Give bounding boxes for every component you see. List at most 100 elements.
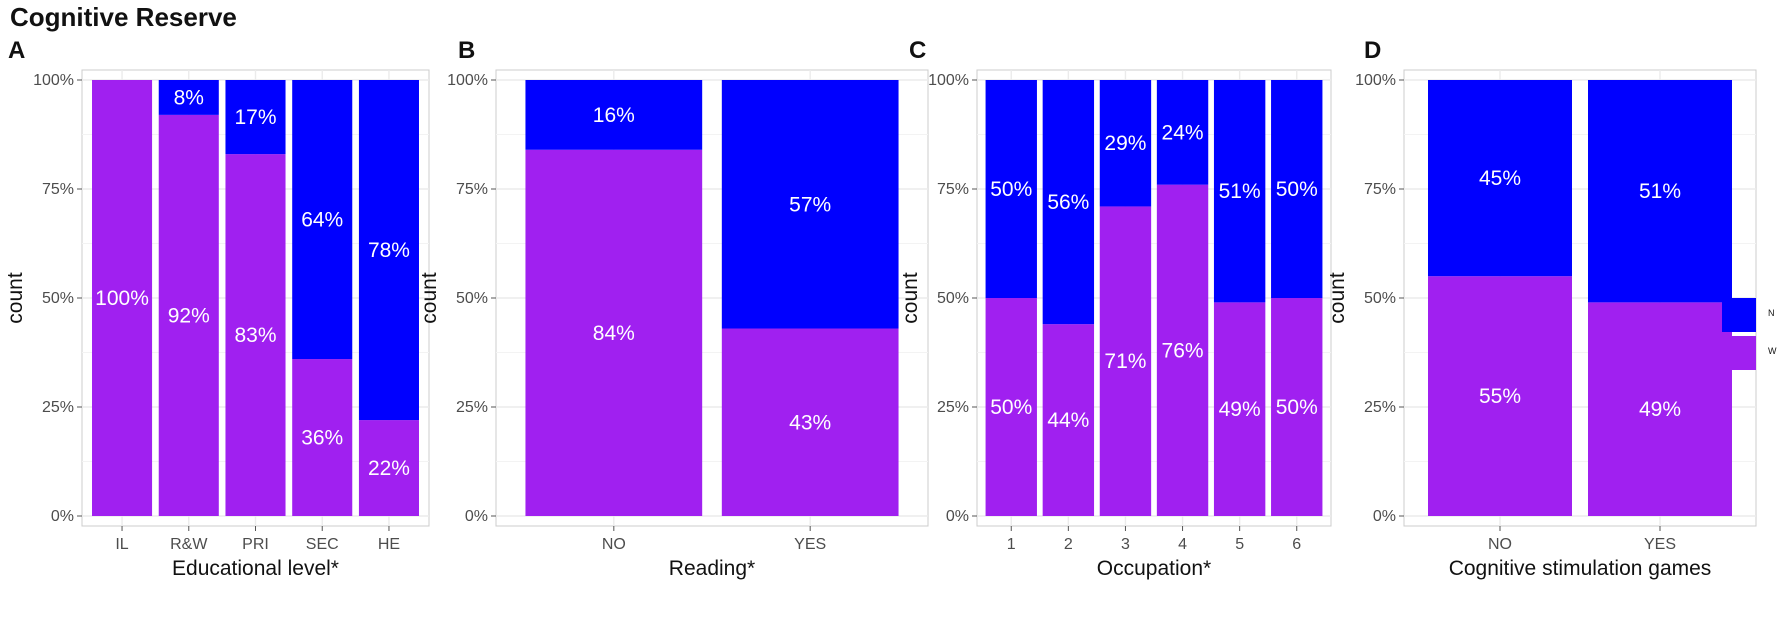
x-tick-label-6: 6 [1292, 536, 1301, 553]
data-label-n-1: 50% [990, 178, 1032, 201]
bar-n-sec [292, 80, 353, 360]
y-axis-title: count [1326, 272, 1349, 324]
legend-key-w [1722, 336, 1756, 370]
data-label-w-6: 50% [1276, 396, 1318, 419]
data-label-n-5: 51% [1219, 180, 1261, 203]
x-tick-label-il: IL [115, 536, 128, 553]
legend-key-n [1722, 298, 1756, 332]
legend-label-n: N [1768, 308, 1775, 318]
y-tick-label: 50% [1364, 290, 1396, 307]
y-tick-label: 75% [456, 181, 488, 198]
bar-n-3 [1099, 80, 1152, 207]
bar-w-he [358, 420, 419, 516]
bar-w-pri [225, 154, 286, 516]
x-tick-label-he: HE [378, 536, 400, 553]
bar-w-6 [1271, 298, 1323, 516]
x-tick-label-pri: PRI [242, 536, 269, 553]
chart-panel-d: D 0% 25% 50% 75% 100% 55% 45% NO 49% 51% YES Cogniti… [1326, 36, 1785, 633]
data-label-w-pri: 83% [234, 324, 276, 347]
data-label-n-6: 50% [1276, 178, 1318, 201]
x-tick-label-r-w: R&W [170, 536, 208, 553]
y-tick-label: 50% [42, 290, 74, 307]
x-axis-title: Occupation* [1097, 557, 1211, 580]
legend-label-w: W [1768, 346, 1777, 356]
data-label-w-il: 100% [95, 287, 149, 310]
bar-n-4 [1156, 80, 1209, 185]
bar-w-il [92, 80, 153, 516]
data-label-n-yes: 57% [789, 193, 831, 216]
x-tick-label-sec: SEC [306, 536, 339, 553]
x-tick-label-5: 5 [1235, 536, 1244, 553]
x-axis-title: Reading* [669, 557, 755, 580]
chart-panel-c: C 0% 25% 50% 75% 100% 50% 50% 1 44% 56% 2 71% 29% 3 76%… [899, 36, 1341, 633]
panel-label-c: C [909, 37, 926, 64]
bar-w-3 [1099, 206, 1152, 516]
data-label-w-2: 44% [1047, 409, 1089, 432]
data-label-w-sec: 36% [301, 427, 343, 450]
y-tick-label: 75% [1364, 181, 1396, 198]
bar-w-r-w [158, 114, 219, 516]
bar-w-4 [1156, 184, 1209, 516]
y-tick-label: 100% [928, 72, 969, 89]
x-tick-label-yes: YES [794, 536, 826, 553]
x-axis-title: Educational level* [172, 557, 339, 580]
y-tick-label: 0% [946, 508, 969, 525]
bar-w-5 [1213, 302, 1266, 516]
bar-w-yes [721, 328, 899, 516]
data-label-w-4: 76% [1162, 339, 1204, 362]
y-tick-label: 25% [937, 399, 969, 416]
data-label-n-pri: 17% [234, 106, 276, 129]
bar-w-sec [292, 359, 353, 516]
x-tick-label-2: 2 [1064, 536, 1073, 553]
bar-n-pri [225, 80, 286, 155]
data-label-n-3: 29% [1104, 132, 1146, 155]
data-label-w-yes: 43% [789, 411, 831, 434]
y-tick-label: 25% [42, 399, 74, 416]
panel-label-d: D [1364, 37, 1381, 64]
y-axis-title: count [418, 272, 441, 324]
data-label-w-he: 22% [368, 457, 410, 480]
legend: N W [1718, 298, 1778, 378]
y-tick-label: 100% [447, 72, 488, 89]
x-tick-label-no: NO [602, 536, 626, 553]
chart-svg-c: C 0% 25% 50% 75% 100% 50% 50% 1 44% 56% 2 71% 29% 3 76%… [899, 37, 1332, 580]
bar-n-5 [1213, 80, 1266, 303]
data-label-n-4: 24% [1162, 121, 1204, 144]
data-label-n-sec: 64% [301, 209, 343, 232]
bar-w-no [525, 149, 703, 516]
y-tick-label: 0% [465, 508, 488, 525]
data-label-n-no: 45% [1479, 167, 1521, 190]
data-label-n-2: 56% [1047, 191, 1089, 214]
bar-n-no [525, 80, 703, 150]
data-label-w-no: 84% [593, 322, 635, 345]
data-label-n-r-w: 8% [174, 86, 204, 109]
y-tick-label: 100% [1355, 72, 1396, 89]
bar-n-no [1428, 80, 1572, 277]
bar-n-he [358, 80, 419, 421]
legend-item-w: W [1718, 336, 1778, 372]
chart-svg-a: A 0% 25% 50% 75% 100% 100% IL 92% 8% R&W 83% 17% PRI 3… [4, 37, 430, 580]
bar-n-yes [721, 80, 899, 329]
chart-panel-b: B 0% 25% 50% 75% 100% 84% 16% NO 43% 57% YES Reading… [418, 36, 929, 633]
bar-n-r-w [158, 80, 219, 115]
x-tick-label-1: 1 [1007, 536, 1016, 553]
y-tick-label: 50% [456, 290, 488, 307]
data-label-w-1: 50% [990, 396, 1032, 419]
x-tick-label-yes: YES [1644, 536, 1676, 553]
legend-item-n: N [1718, 298, 1778, 334]
panel-label-b: B [458, 37, 475, 64]
x-tick-label-4: 4 [1178, 536, 1187, 553]
bar-w-1 [985, 298, 1037, 516]
chart-svg-b: B 0% 25% 50% 75% 100% 84% 16% NO 43% 57% YES Reading… [418, 37, 929, 580]
bar-w-yes [1588, 302, 1732, 516]
x-tick-label-3: 3 [1121, 536, 1130, 553]
x-tick-label-no: NO [1488, 536, 1512, 553]
data-label-n-no: 16% [593, 104, 635, 127]
data-label-w-3: 71% [1104, 350, 1146, 373]
data-label-w-yes: 49% [1639, 398, 1681, 421]
y-tick-label: 25% [456, 399, 488, 416]
data-label-w-r-w: 92% [168, 304, 210, 327]
y-axis-title: count [4, 272, 27, 324]
data-label-w-5: 49% [1219, 398, 1261, 421]
bar-n-2 [1042, 80, 1095, 325]
